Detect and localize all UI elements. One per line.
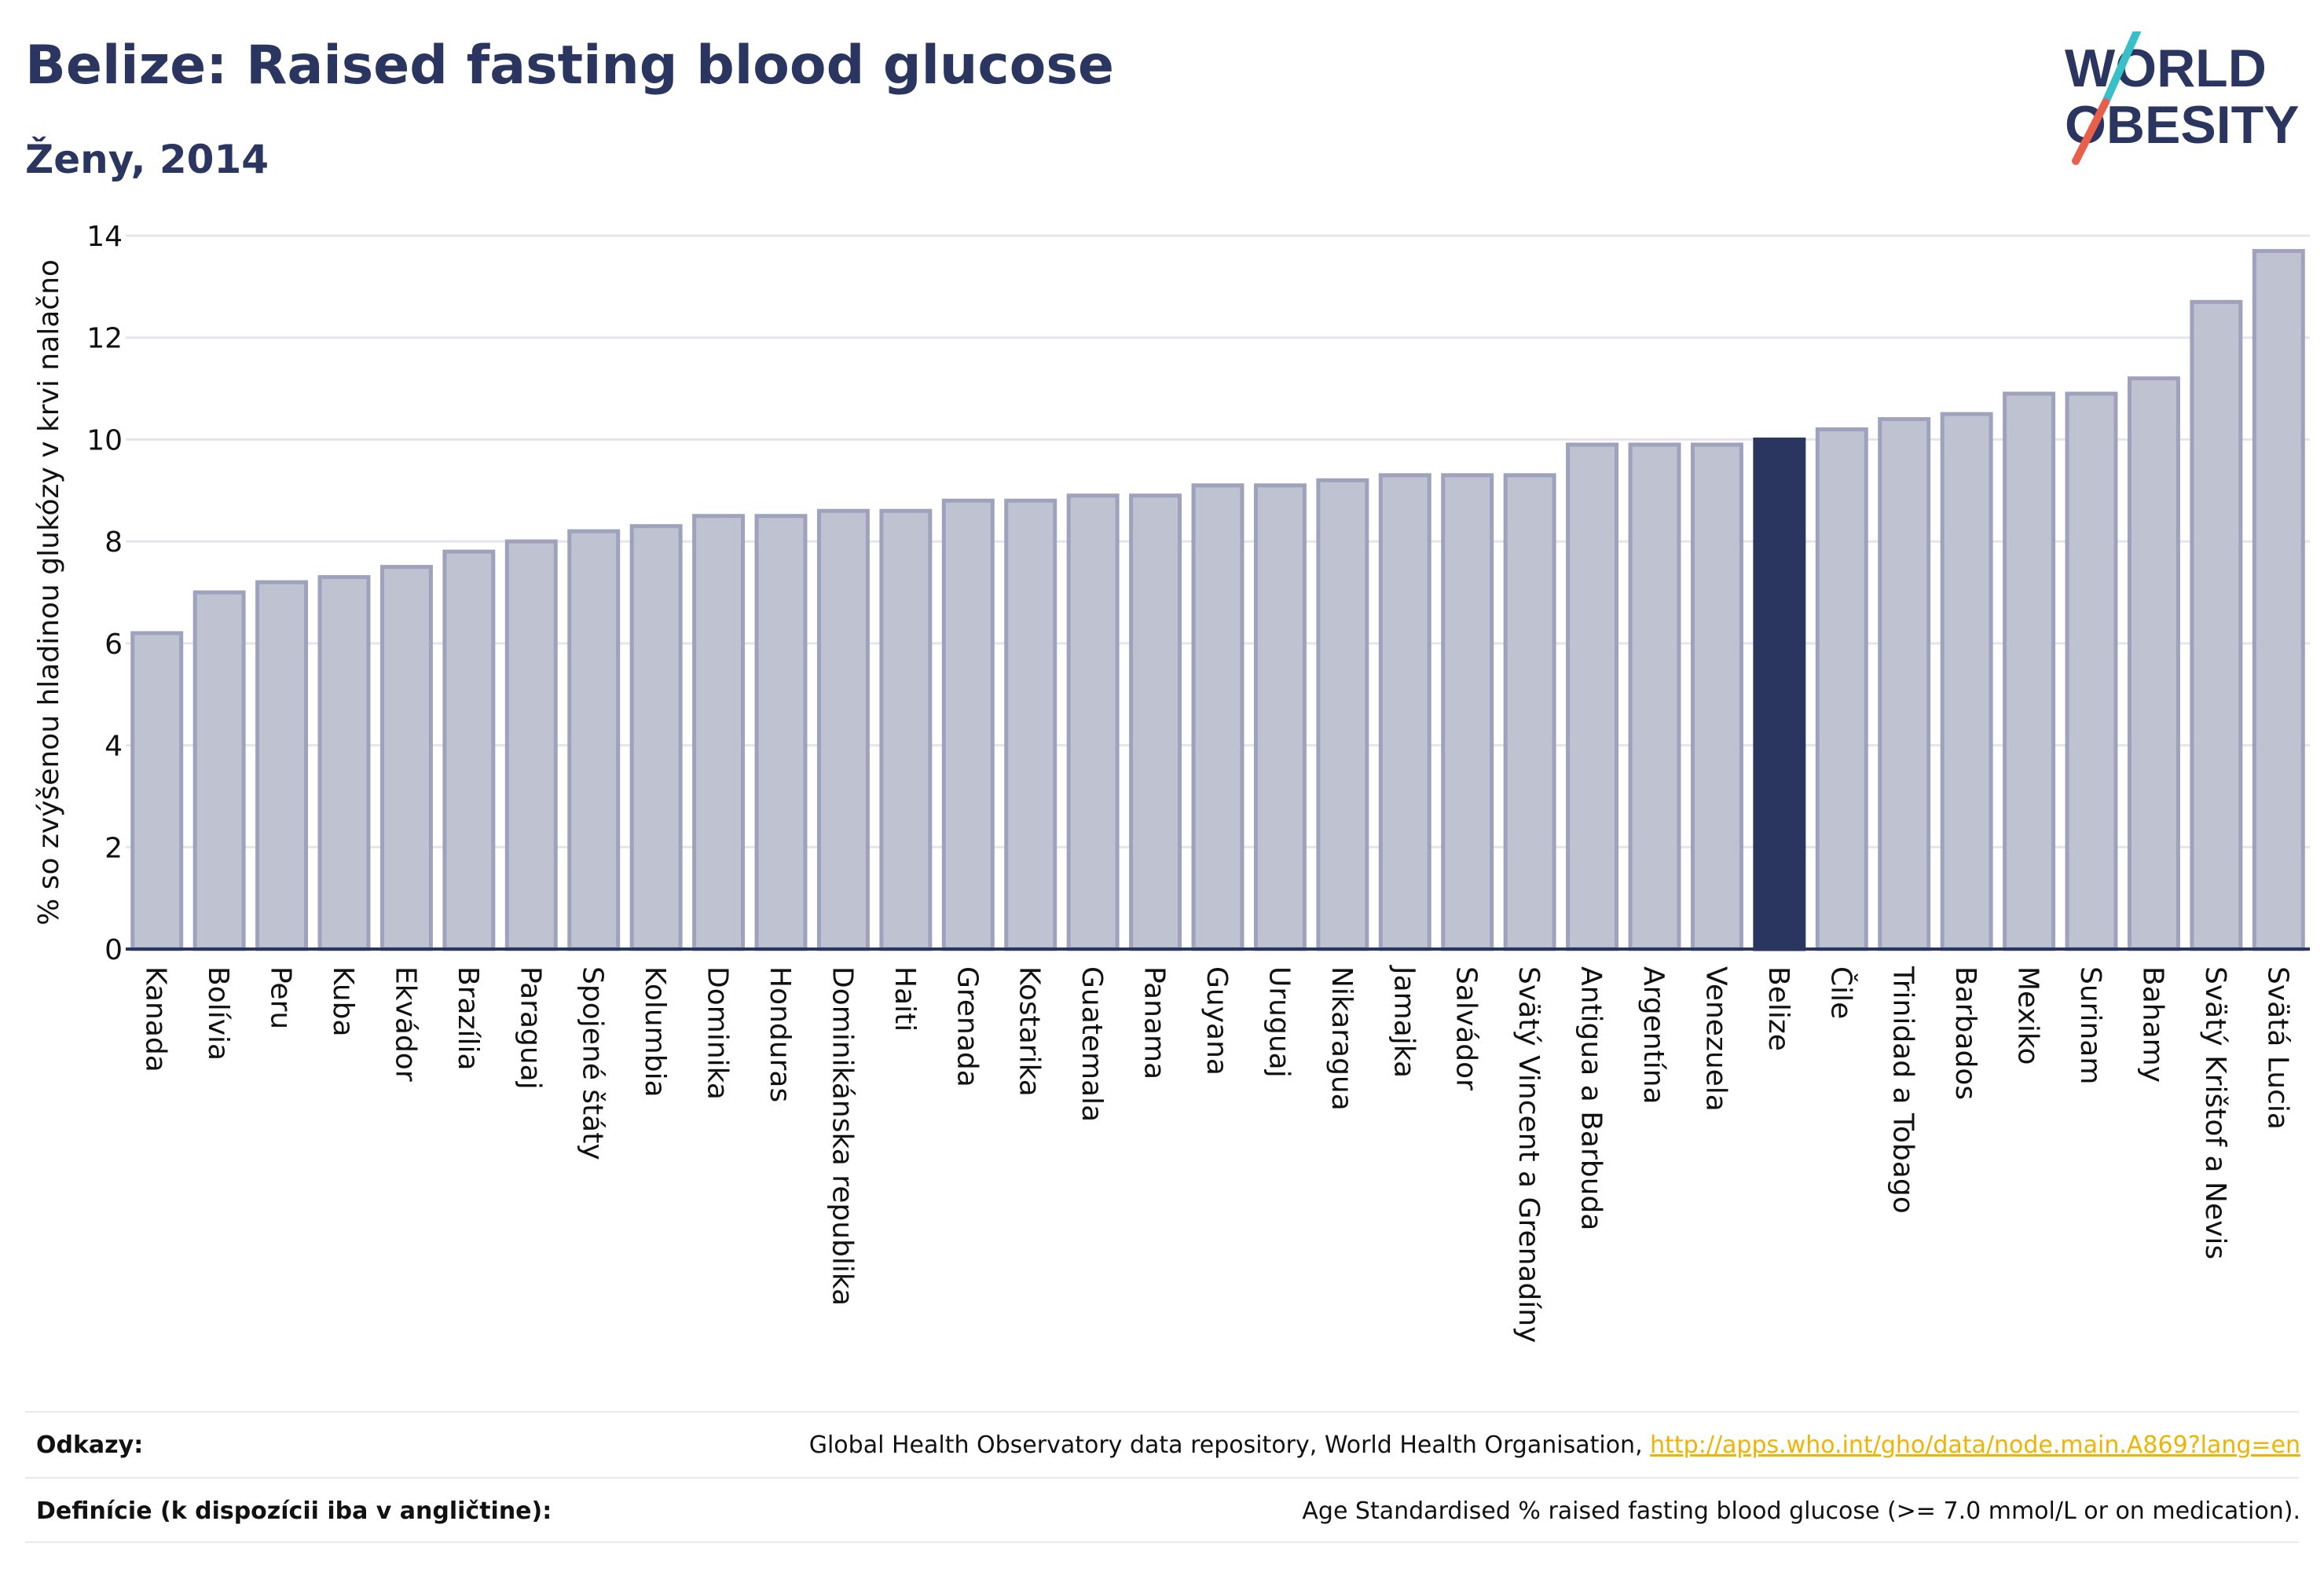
x-tick-label: Jamajka xyxy=(1387,965,1420,1078)
bar-surinam xyxy=(2065,391,2118,951)
x-tick-label: Paraguaj xyxy=(514,966,546,1090)
bar-grenada xyxy=(941,498,995,951)
bar-kanada xyxy=(130,631,184,951)
definition-label: Definície (k dispozícii iba v angličtine… xyxy=(36,1497,552,1525)
x-tick-label: Venezuela xyxy=(1699,966,1732,1112)
x-tick-label: Čile xyxy=(1824,966,1857,1019)
x-tick-label: Nikaragua xyxy=(1325,966,1358,1111)
x-tick-label: Mexiko xyxy=(2012,966,2044,1065)
x-tick-label: Panama xyxy=(1138,966,1171,1079)
x-tick-label: Grenada xyxy=(951,966,983,1087)
chart-subtitle: Ženy, 2014 xyxy=(25,137,269,182)
x-tick-label: Trinidad a Tobago xyxy=(1887,966,1919,1214)
x-tick-label: Guyana xyxy=(1200,966,1233,1076)
x-tick-label: Dominika xyxy=(702,966,734,1100)
bar-ekvádor xyxy=(379,565,433,951)
y-axis-title: % so zvýšenou hladinou glukózy v krvi na… xyxy=(33,259,65,925)
bars xyxy=(130,248,2305,951)
x-tick-label: Kostarika xyxy=(1014,966,1046,1097)
x-tick-label: Salvádor xyxy=(1450,966,1483,1090)
x-tick-label: Svätý Krištof a Nevis xyxy=(2199,966,2231,1259)
world-obesity-logo: WORLD OBESITY xyxy=(2065,31,2300,165)
x-tick-label: Kolumbia xyxy=(639,966,671,1098)
bar-guatemala xyxy=(1066,493,1120,951)
x-tick-label: Surinam xyxy=(2074,966,2106,1084)
x-tick-label: Bolívia xyxy=(202,966,234,1061)
chart-title: Belize: Raised fasting blood glucose xyxy=(25,35,1114,97)
definition-value: Age Standardised % raised fasting blood … xyxy=(1302,1497,2300,1525)
y-tick-label: 2 xyxy=(104,832,123,864)
x-tick-label: Spojené štáty xyxy=(577,966,609,1160)
y-tick-label: 0 xyxy=(104,934,123,966)
bar-honduras xyxy=(754,514,808,951)
bar-jamajka xyxy=(1378,473,1431,951)
bar-peru xyxy=(255,580,309,951)
x-tick-label: Peru xyxy=(265,966,297,1029)
bar-nikaragua xyxy=(1316,478,1369,951)
bar-trinidad-a-tobago xyxy=(1878,416,1931,951)
bar-svätá-lucia xyxy=(2252,248,2305,951)
x-tick-label: Bahamy xyxy=(2136,966,2168,1083)
bar-belize xyxy=(1753,437,1806,951)
y-tick-label: 10 xyxy=(86,424,123,456)
x-tick-label: Kuba xyxy=(327,966,359,1037)
x-tick-label: Kanada xyxy=(140,966,172,1072)
bar-svätý-vincent-a-grenadíny xyxy=(1503,473,1556,951)
bar-spojené-štáty xyxy=(567,529,621,951)
x-tick-label: Antigua a Barbuda xyxy=(1575,966,1607,1230)
bar-čile xyxy=(1815,427,1868,951)
bar-chart: 0 2 4 6 8 10 12 14 Kanada Bolívia Peru Kuba Ekvádor… xyxy=(33,221,2310,1343)
footer-divider-middle xyxy=(25,1477,2299,1479)
x-tick-label: Argentína xyxy=(1637,966,1670,1105)
y-tick-label: 8 xyxy=(104,526,123,559)
sources-label: Odkazy: xyxy=(36,1431,144,1459)
x-tick-label: Guatemala xyxy=(1076,966,1108,1122)
bar-uruguaj xyxy=(1253,483,1307,951)
logo-text-world: WORLD xyxy=(2065,38,2267,98)
bar-salvádor xyxy=(1441,473,1494,951)
y-tick-label: 12 xyxy=(86,323,123,355)
x-tick-label: Svätá Lucia xyxy=(2261,966,2293,1130)
bar-bolívia xyxy=(192,590,246,951)
x-tick-label: Honduras xyxy=(764,966,796,1102)
bar-bahamy xyxy=(2127,376,2180,951)
sources-text: Global Health Observatory data repositor… xyxy=(808,1431,1651,1459)
y-tick-label: 4 xyxy=(104,731,123,763)
x-tick-label: Svätý Vincent a Grenadíny xyxy=(1512,966,1545,1343)
bar-mexiko xyxy=(2003,391,2056,951)
bar-brazília xyxy=(442,549,496,951)
x-tick-label: Haiti xyxy=(889,966,921,1032)
bar-svätý-krištof-a-nevis xyxy=(2190,299,2243,951)
footer-divider-top xyxy=(25,1411,2299,1413)
bar-venezuela xyxy=(1690,442,1743,951)
logo-slash-bottom xyxy=(2072,98,2110,165)
bar-kostarika xyxy=(1004,498,1058,951)
bar-dominika xyxy=(692,514,746,951)
x-tick-label: Uruguaj xyxy=(1263,966,1295,1078)
x-tick-label: Dominikánska republika xyxy=(826,966,858,1306)
bar-panama xyxy=(1129,493,1182,951)
sources-value: Global Health Observatory data repositor… xyxy=(809,1431,2300,1459)
x-tick-labels: Kanada Bolívia Peru Kuba Ekvádor Brazília Para… xyxy=(140,965,2294,1343)
x-tick-label: Belize xyxy=(1762,966,1794,1051)
sources-link[interactable]: http://apps.who.int/gho/data/node.main.A… xyxy=(1650,1431,2300,1459)
y-tick-label: 14 xyxy=(86,221,123,253)
x-tick-label: Barbados xyxy=(1949,966,1981,1100)
y-tick-label: 6 xyxy=(104,629,123,661)
logo-slash-top xyxy=(2102,31,2141,106)
bar-dominikánska-republika xyxy=(816,508,870,951)
bar-paraguaj xyxy=(504,539,558,951)
bar-kuba xyxy=(317,575,371,951)
bar-haiti xyxy=(879,508,933,951)
footer-divider-bottom xyxy=(25,1541,2299,1543)
y-tick-labels: 0 2 4 6 8 10 12 14 xyxy=(86,221,123,966)
x-tick-label: Ekvádor xyxy=(389,966,421,1082)
bar-barbados xyxy=(1940,412,1993,951)
bar-kolumbia xyxy=(629,524,683,951)
bar-antigua-a-barbuda xyxy=(1566,442,1619,951)
bar-argentína xyxy=(1628,442,1681,951)
bar-guyana xyxy=(1191,483,1244,951)
x-tick-label: Brazília xyxy=(452,966,484,1071)
